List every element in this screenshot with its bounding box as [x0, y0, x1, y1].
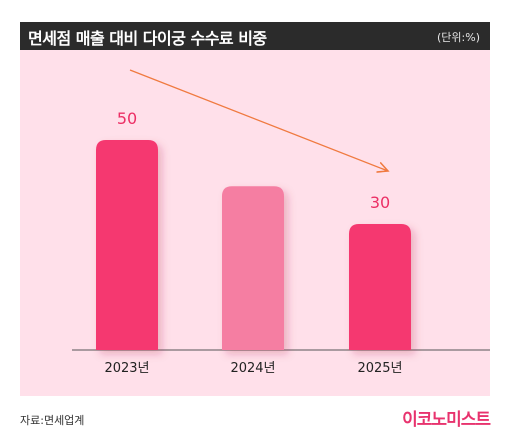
source-note: 자료:면세업계	[20, 414, 85, 427]
brand-logo: 이코노미스트	[402, 410, 491, 430]
trend-arrow	[129, 69, 388, 171]
data-label-2025년: 30	[370, 193, 390, 212]
data-label-2023년: 50	[117, 109, 137, 128]
unit-label: (단위:%)	[437, 31, 480, 44]
x-tick-label: 2025년	[357, 361, 402, 376]
chart-header: 면세점 매출 대비 다이궁 수수료 비중 (단위:%)	[20, 22, 490, 50]
chart-title: 면세점 매출 대비 다이궁 수수료 비중	[28, 29, 267, 48]
bar-chart: 50 2023년 2024년 30 2025년	[72, 69, 490, 376]
x-tick-label: 2024년	[230, 361, 275, 376]
bar-2023년	[96, 140, 158, 350]
bar-2024년	[222, 186, 284, 350]
x-tick-label: 2023년	[104, 361, 149, 376]
chart-panel: 50 2023년 2024년 30 2025년	[20, 50, 490, 396]
bar-2025년	[349, 224, 411, 350]
